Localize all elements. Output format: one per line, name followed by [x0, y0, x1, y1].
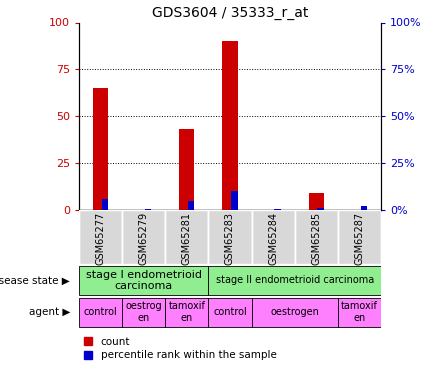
Bar — [79, 266, 208, 295]
Bar — [223, 41, 237, 210]
Bar — [251, 210, 295, 264]
Text: GSM65281: GSM65281 — [182, 211, 192, 265]
Bar — [165, 297, 208, 327]
Bar — [208, 297, 251, 327]
Text: agent ▶: agent ▶ — [29, 307, 70, 317]
Text: GSM65279: GSM65279 — [138, 211, 148, 265]
Bar — [360, 206, 367, 210]
Bar — [188, 201, 194, 210]
Text: GSM65277: GSM65277 — [95, 211, 106, 265]
Bar — [251, 297, 338, 327]
Bar — [179, 129, 194, 210]
Bar — [93, 88, 108, 210]
Title: GDS3604 / 35333_r_at: GDS3604 / 35333_r_at — [152, 6, 308, 20]
Bar — [274, 209, 281, 210]
Text: control: control — [84, 307, 117, 317]
Text: GSM65284: GSM65284 — [268, 211, 278, 265]
Text: stage I endometrioid
carcinoma: stage I endometrioid carcinoma — [85, 270, 201, 291]
Text: oestrogen: oestrogen — [270, 307, 319, 317]
Text: tamoxif
en: tamoxif en — [168, 302, 205, 323]
Text: stage II endometrioid carcinoma: stage II endometrioid carcinoma — [215, 275, 374, 285]
Bar — [231, 191, 237, 210]
Bar — [338, 297, 381, 327]
Bar — [79, 210, 122, 264]
Bar — [208, 210, 251, 264]
Text: disease state ▶: disease state ▶ — [0, 275, 70, 285]
Text: GSM65287: GSM65287 — [354, 211, 364, 265]
Text: oestrog
en: oestrog en — [125, 302, 162, 323]
Text: GSM65285: GSM65285 — [311, 211, 321, 265]
Bar — [318, 208, 324, 210]
Bar — [122, 210, 165, 264]
Bar — [165, 210, 208, 264]
Legend: count, percentile rank within the sample: count, percentile rank within the sample — [84, 337, 276, 360]
Bar — [309, 193, 324, 210]
Bar — [79, 297, 122, 327]
Text: tamoxif
en: tamoxif en — [341, 302, 378, 323]
Bar — [208, 266, 381, 295]
Bar — [122, 297, 165, 327]
Bar — [102, 199, 108, 210]
Bar — [145, 209, 151, 210]
Bar — [338, 210, 381, 264]
Bar — [295, 210, 338, 264]
Text: control: control — [213, 307, 247, 317]
Text: GSM65283: GSM65283 — [225, 211, 235, 265]
